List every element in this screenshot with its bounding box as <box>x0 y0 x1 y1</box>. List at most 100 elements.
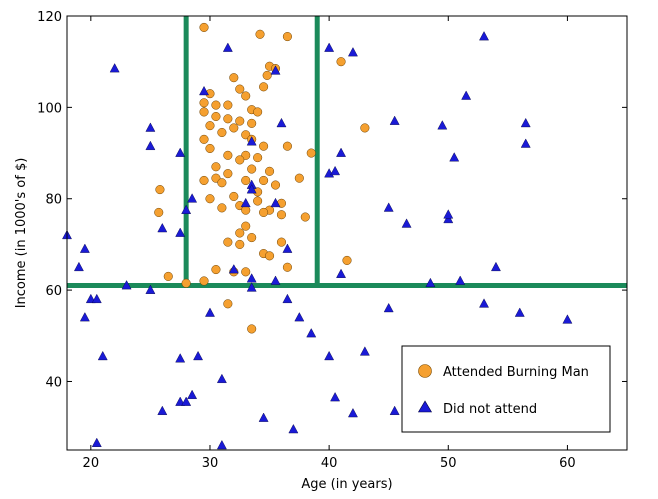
attended-point <box>205 143 215 154</box>
not-attended-point <box>175 227 186 237</box>
not-attended-point <box>282 293 293 304</box>
attended-point <box>235 155 245 165</box>
attended-point <box>253 107 263 117</box>
y-axis-ticks: 40 60 80 100 120 <box>37 10 627 390</box>
not-attended-point <box>175 353 186 363</box>
not-attended-point <box>258 412 269 422</box>
not-attended-point <box>79 243 90 253</box>
not-attended-point <box>425 277 436 288</box>
not-attended-point <box>193 350 203 361</box>
not-attended-point <box>455 275 466 285</box>
attended-point <box>241 267 251 277</box>
legend-marker-attended <box>418 364 432 378</box>
not-attended-point <box>520 117 531 128</box>
y-axis-label: Income (in 1000's of $) <box>14 158 29 309</box>
attended-point <box>253 196 263 206</box>
not-attended-point <box>157 405 168 415</box>
attended-point <box>229 123 239 133</box>
not-attended-point <box>348 47 358 57</box>
attended-point <box>270 180 281 190</box>
not-attended-point <box>246 273 257 283</box>
not-attended-point <box>491 261 501 272</box>
y-tick-label: 60 <box>45 284 62 299</box>
not-attended-point <box>73 261 84 272</box>
not-attended-point <box>246 282 257 292</box>
attended-point <box>223 150 233 160</box>
attended-point <box>259 207 269 217</box>
attended-point <box>223 100 233 110</box>
attended-point <box>217 203 227 213</box>
attended-point <box>229 73 239 83</box>
attended-point <box>199 98 209 108</box>
legend: Attended Burning Man Did not attend <box>401 345 611 433</box>
not-attended-point <box>246 184 257 194</box>
attended-point <box>199 134 209 144</box>
y-tick-label: 120 <box>37 10 62 25</box>
not-attended-point <box>187 389 198 399</box>
attended-point <box>163 271 173 281</box>
not-attended-point <box>175 147 186 157</box>
attended-point <box>262 70 272 80</box>
attended-point <box>211 162 221 172</box>
not-attended-point <box>479 298 489 308</box>
attended-point <box>154 207 164 217</box>
not-attended-point <box>181 396 192 406</box>
attended-point <box>300 212 310 222</box>
attended-point <box>155 185 165 195</box>
attended-point <box>235 116 245 126</box>
not-attended-point <box>443 213 454 224</box>
attended-point <box>282 262 292 272</box>
not-attended-point <box>91 437 102 447</box>
attended-point <box>282 32 292 42</box>
attended-point <box>336 57 346 67</box>
attended-point <box>241 175 251 186</box>
not-attended-point <box>240 197 251 208</box>
decision-boundaries <box>67 16 627 289</box>
not-attended-point <box>443 209 454 219</box>
not-attended-point <box>157 223 168 233</box>
not-attended-point <box>246 136 257 146</box>
attended-point <box>265 251 275 261</box>
attended-point <box>235 228 245 238</box>
not-attended-point <box>228 264 239 274</box>
not-attended-point <box>97 350 108 361</box>
not-attended-point <box>121 280 132 290</box>
x-tick-label: 60 <box>559 456 576 471</box>
attended-point <box>241 221 251 231</box>
attended-point <box>217 178 227 188</box>
attended-point <box>294 173 304 183</box>
y-tick-label: 80 <box>45 193 62 208</box>
attended-point <box>276 210 287 220</box>
not-attended-point <box>324 350 335 361</box>
attended-point <box>199 175 209 186</box>
attended-point <box>223 299 233 309</box>
attended-point <box>229 191 239 202</box>
attended-point <box>306 148 316 158</box>
legend-label-attended: Attended Burning Man <box>443 365 589 380</box>
attended-point <box>241 91 251 101</box>
not-attended-point <box>389 115 400 125</box>
not-attended-point <box>199 85 209 96</box>
legend-box <box>401 345 611 433</box>
not-attended-point <box>336 147 346 157</box>
attended-point <box>282 141 292 151</box>
attended-point <box>255 29 265 39</box>
legend-label-not-attended: Did not attend <box>443 402 537 417</box>
plot-frame <box>66 15 628 451</box>
attended-point <box>342 255 352 265</box>
attended-point <box>205 121 215 131</box>
not-attended-point <box>306 328 317 338</box>
x-tick-label: 40 <box>321 456 338 471</box>
attended-point <box>247 324 257 334</box>
attended-point <box>211 111 221 122</box>
not-attended-point <box>520 138 531 148</box>
attended-point <box>253 153 263 163</box>
not-attended-point <box>79 312 90 322</box>
x-tick-label: 50 <box>440 456 457 471</box>
attended-point <box>276 237 287 247</box>
not-attended-point <box>276 117 287 128</box>
not-attended-point <box>514 307 525 317</box>
not-attended-point <box>187 193 198 203</box>
attended-point <box>223 237 233 247</box>
not-attended-point <box>109 63 120 73</box>
